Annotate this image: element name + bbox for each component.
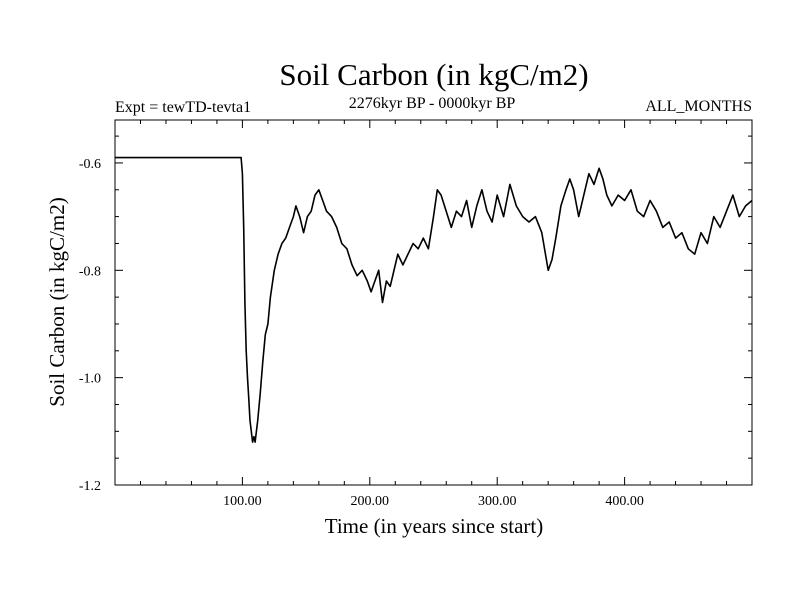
x-tick-label: 300.00 bbox=[478, 494, 517, 509]
y-tick-label: -0.8 bbox=[79, 264, 101, 279]
series-line bbox=[115, 156, 753, 443]
x-tick-label: 400.00 bbox=[605, 494, 644, 509]
y-axis-label: Soil Carbon (in kgC/m2) bbox=[45, 197, 69, 406]
y-ticks-group: -0.6 -0.8 -1.0 -1.2 bbox=[79, 135, 752, 494]
plot-frame bbox=[114, 119, 753, 486]
x-ticks-group: 100.00 200.00 300.00 400.00 bbox=[139, 120, 728, 509]
chart-subtitle-center: 2276kyr BP - 0000kyr BP bbox=[349, 95, 516, 112]
x-tick-label: 200.00 bbox=[351, 494, 390, 509]
series-group bbox=[115, 156, 753, 443]
y-tick-label: -1.0 bbox=[79, 372, 101, 387]
chart-subtitle-right: ALL_MONTHS bbox=[645, 98, 752, 115]
y-tick-label: -0.6 bbox=[79, 157, 101, 172]
chart-title: Soil Carbon (in kgC/m2) bbox=[279, 57, 588, 92]
x-tick-label: 100.00 bbox=[223, 494, 262, 509]
y-tick-label: -1.2 bbox=[79, 479, 101, 494]
chart-subtitle-left: Expt = tewTD-tevta1 bbox=[115, 99, 251, 116]
x-axis-label: Time (in years since start) bbox=[325, 514, 544, 538]
